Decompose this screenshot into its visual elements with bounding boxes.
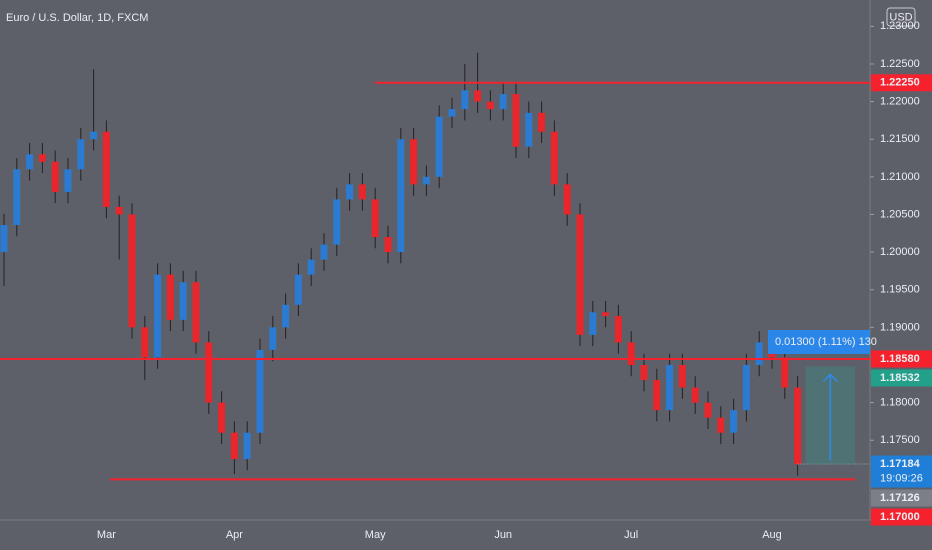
candle-body	[678, 364, 686, 388]
y-tick-label: 1.17500	[880, 434, 920, 446]
candle-body	[499, 94, 507, 110]
candle-body	[128, 214, 136, 328]
candle-body	[410, 139, 418, 185]
y-tick-label: 1.22000	[880, 95, 920, 107]
candle-body	[346, 184, 354, 200]
candle-body	[614, 316, 622, 343]
candle-body	[26, 154, 34, 170]
candle-body	[742, 364, 750, 411]
candle-body	[717, 417, 725, 433]
candle-body	[653, 380, 661, 411]
candle-body	[755, 342, 763, 365]
candle-body	[307, 259, 315, 275]
candle-body	[269, 327, 277, 350]
candle-body	[243, 432, 251, 460]
x-tick-label: Mar	[97, 529, 116, 541]
measure-arrowhead	[822, 373, 838, 383]
candle-body	[550, 131, 558, 185]
currency-box[interactable]	[886, 7, 916, 27]
candle-body	[691, 387, 699, 403]
x-tick-label: Apr	[226, 529, 243, 541]
candle-body	[230, 432, 238, 460]
candle-body	[192, 282, 200, 343]
chart-title: Euro / U.S. Dollar, 1D, FXCM	[6, 12, 148, 24]
candle-body	[205, 342, 213, 403]
y-tick-label: 1.20500	[880, 208, 920, 220]
candle-body	[627, 342, 635, 365]
price-label: 1.22250	[880, 77, 920, 89]
candle-body	[576, 214, 584, 335]
candle-body	[64, 169, 72, 192]
price-label: 1.17184	[880, 458, 921, 470]
price-label-time: 19:09:26	[880, 472, 923, 484]
currency[interactable]: USD	[889, 11, 912, 23]
y-tick-label: 1.19500	[880, 284, 920, 296]
candle-body	[602, 312, 610, 317]
candle-body	[90, 131, 98, 140]
price-label: 1.17126	[880, 492, 920, 504]
candle-body	[563, 184, 571, 215]
candle-body	[397, 139, 405, 253]
candle-body	[781, 357, 789, 388]
candle-body	[704, 402, 712, 418]
candle-body	[794, 387, 802, 465]
price-label-box	[871, 455, 932, 488]
candle-body	[474, 90, 482, 102]
candle-body	[51, 161, 59, 192]
candle-body	[666, 364, 674, 411]
measure-label: 0.01300 (1.11%) 130	[775, 336, 877, 348]
price-label-box	[871, 508, 932, 526]
x-tick-label: Jul	[624, 529, 638, 541]
candle-body	[461, 90, 469, 110]
candle-body	[538, 112, 546, 132]
candle-body	[589, 312, 597, 335]
y-tick-label: 1.21500	[880, 133, 920, 145]
x-tick-label: Aug	[762, 529, 782, 541]
candle-body	[102, 131, 110, 207]
price-label-box	[871, 369, 932, 387]
price-label-box	[871, 74, 932, 92]
candle-body	[141, 327, 149, 358]
price-label: 1.18532	[880, 372, 920, 384]
candle-body	[166, 274, 174, 320]
price-label: 1.18580	[880, 353, 920, 365]
candle-body	[448, 109, 456, 117]
candle-body	[218, 402, 226, 433]
candle-body	[371, 199, 379, 238]
candle-body	[333, 199, 341, 245]
candle-body	[486, 101, 494, 110]
candle-body	[256, 349, 264, 433]
candle-body	[0, 225, 8, 253]
measure-label-box	[768, 330, 870, 354]
price-label-box	[871, 350, 932, 368]
candle-body	[77, 139, 85, 170]
candle-body	[115, 206, 123, 215]
candle-body	[435, 116, 443, 177]
candle-body	[179, 282, 187, 320]
candle-body	[384, 237, 392, 253]
price-label-box	[871, 489, 932, 507]
candle-body	[13, 169, 21, 226]
candle-body	[358, 184, 366, 200]
y-tick-label: 1.20000	[880, 246, 920, 258]
x-tick-label: Jun	[494, 529, 512, 541]
candle-body	[294, 274, 302, 305]
y-tick-label: 1.19000	[880, 321, 920, 333]
candle-body	[154, 274, 162, 358]
candle-body	[640, 364, 648, 381]
y-tick-label: 1.21000	[880, 171, 920, 183]
candle-body	[525, 112, 533, 147]
candle-body	[730, 410, 738, 433]
candle-body	[512, 94, 520, 147]
x-tick-label: May	[365, 529, 386, 541]
y-tick-label: 1.22500	[880, 58, 920, 70]
candle-body	[422, 176, 430, 185]
y-tick-label: 1.23000	[880, 20, 920, 32]
candle-body	[38, 154, 46, 162]
price-label: 1.17000	[880, 511, 920, 523]
candle-body	[282, 304, 290, 328]
y-tick-label: 1.18000	[880, 397, 920, 409]
candle-body	[320, 244, 328, 260]
